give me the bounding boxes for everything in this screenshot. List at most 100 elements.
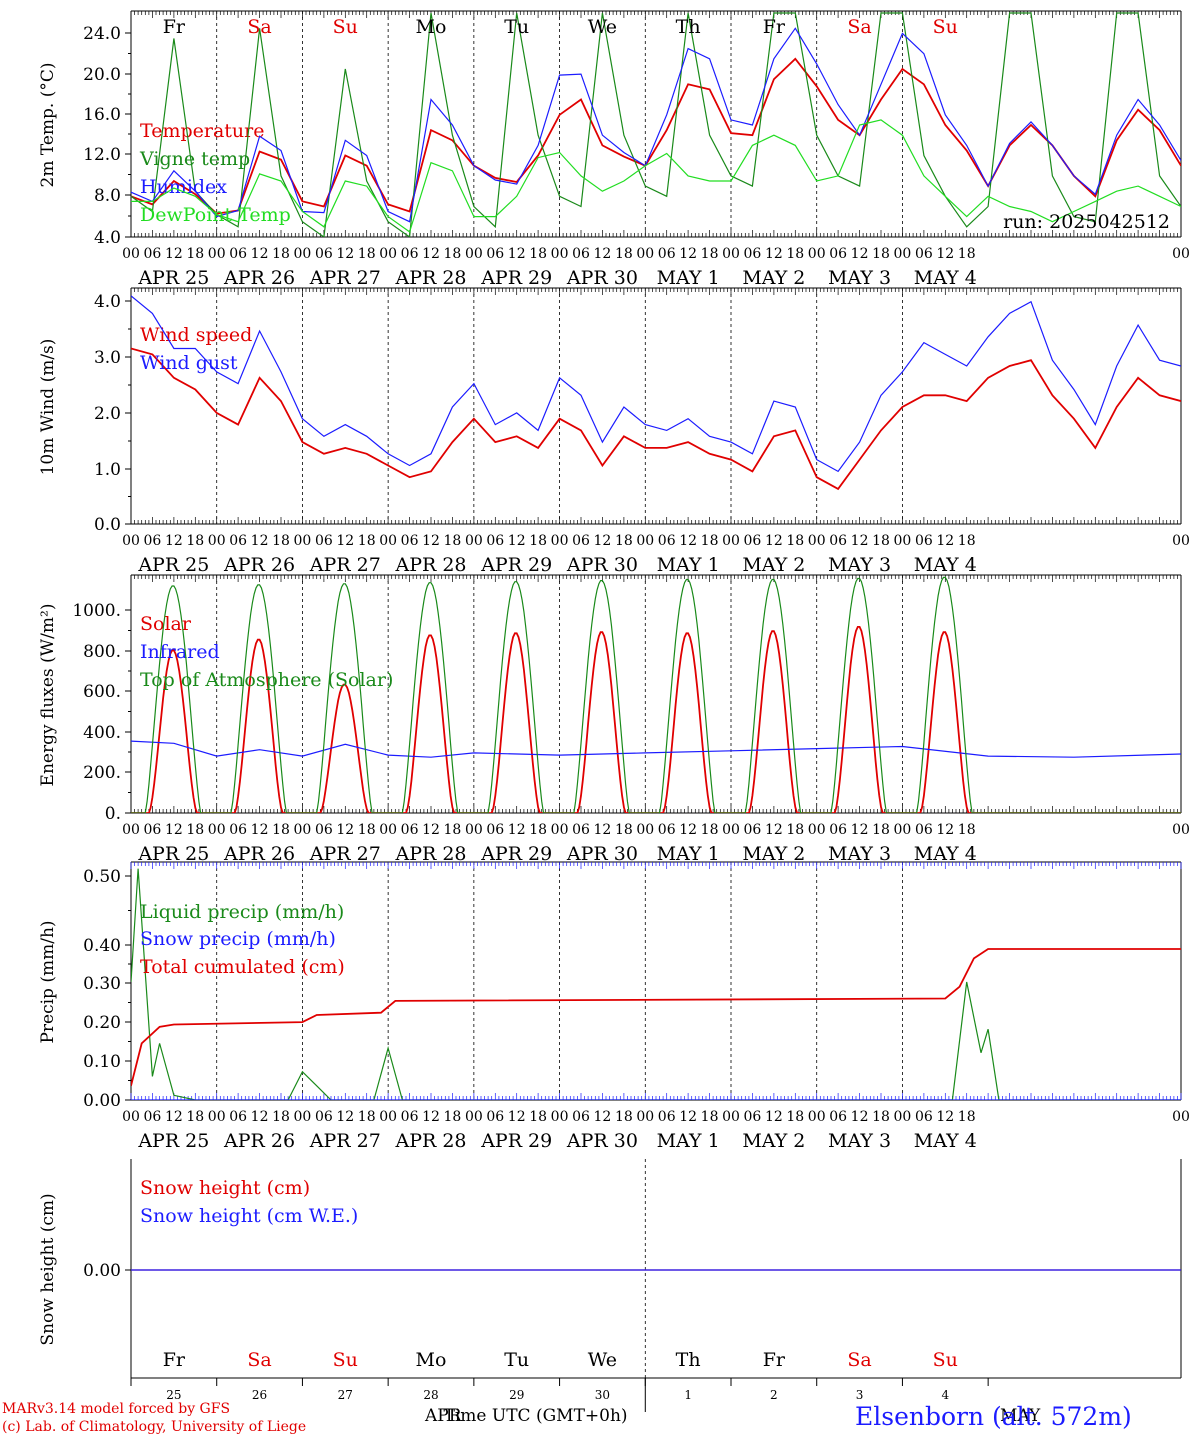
hour-label: 18 [529, 533, 547, 549]
hour-label: 12 [336, 246, 354, 262]
hour-label: 18 [272, 246, 290, 262]
hour-label: 12 [936, 533, 954, 549]
hour-label: 18 [529, 1109, 547, 1125]
y-tick-label: 8.0 [94, 186, 121, 206]
date-label: APR 30 [566, 1130, 638, 1152]
day-number-label: 29 [509, 1388, 524, 1402]
hour-label: 06 [744, 246, 762, 262]
y-tick-label: 600. [83, 682, 121, 702]
weekday-label-top: Th [676, 16, 701, 38]
date-label: MAY 2 [742, 554, 805, 576]
hour-label: 18 [444, 822, 462, 838]
hour-label: 00 [636, 1109, 654, 1125]
weekday-label-bottom: Mo [416, 1349, 447, 1371]
hour-label: 00 [122, 822, 140, 838]
hour-label: 00 [894, 533, 912, 549]
date-label: APR 27 [309, 1130, 381, 1152]
date-label: APR 28 [394, 843, 466, 865]
hour-label: 12 [936, 1109, 954, 1125]
date-label: APR 28 [394, 554, 466, 576]
y-tick-label: 0.40 [83, 936, 121, 956]
hour-label: 12 [251, 533, 269, 549]
hour-label: 00 [379, 1109, 397, 1125]
weekday-label-top: Tu [504, 16, 529, 38]
hour-label: 00 [551, 246, 569, 262]
hour-label: 06 [915, 246, 933, 262]
hour-label: 12 [508, 1109, 526, 1125]
hour-label: 18 [701, 822, 719, 838]
day-number-label: 27 [338, 1388, 353, 1402]
y-tick-label: 0.0 [94, 515, 121, 535]
hour-label: 18 [186, 533, 204, 549]
hour-label: 00 [1172, 822, 1190, 838]
hour-label: 18 [272, 533, 290, 549]
y-tick-label: 0.20 [83, 1013, 121, 1033]
hour-label: 12 [679, 1109, 697, 1125]
hour-label: 12 [594, 246, 612, 262]
month-label-may: MAY [1000, 1406, 1041, 1426]
hour-label: 00 [294, 533, 312, 549]
hour-label: 18 [786, 533, 804, 549]
hour-label: 00 [636, 822, 654, 838]
hour-label: 12 [422, 822, 440, 838]
legend-entry: DewPoint Temp [140, 204, 291, 226]
date-label: MAY 4 [914, 843, 977, 865]
hour-label: 12 [422, 1109, 440, 1125]
hour-label: 00 [722, 246, 740, 262]
hour-label: 12 [336, 822, 354, 838]
hour-label: 12 [765, 822, 783, 838]
hour-label: 12 [336, 533, 354, 549]
date-label: MAY 1 [657, 554, 720, 576]
hour-label: 00 [808, 246, 826, 262]
legend-entry: Snow precip (mm/h) [140, 928, 336, 950]
date-label: MAY 3 [828, 267, 891, 289]
legend-entry: Liquid precip (mm/h) [140, 901, 344, 923]
hour-label: 06 [572, 822, 590, 838]
hour-label: 06 [229, 1109, 247, 1125]
legend-entry: Snow height (cm) [140, 1177, 310, 1199]
hour-label: 18 [701, 1109, 719, 1125]
weekday-label-bottom: Sa [247, 1349, 271, 1371]
weekday-label-bottom: Fr [163, 1349, 186, 1371]
date-label: APR 28 [394, 267, 466, 289]
run-label: run: 2025042512 [1003, 211, 1170, 233]
hour-label: 18 [872, 533, 890, 549]
date-label: APR 29 [480, 554, 552, 576]
date-label: APR 25 [137, 554, 209, 576]
y-tick-label: 0.00 [83, 1091, 121, 1111]
y-tick-label: 12.0 [83, 145, 121, 165]
day-number-label: 4 [941, 1388, 949, 1402]
hour-label: 00 [122, 246, 140, 262]
hour-label: 06 [315, 822, 333, 838]
y-axis-label: Precip (mm/h) [38, 920, 58, 1043]
series-line-1-4 [131, 119, 1181, 233]
y-tick-label: 200. [83, 763, 121, 783]
date-label: MAY 2 [742, 267, 805, 289]
hour-label: 12 [765, 1109, 783, 1125]
hour-label: 00 [465, 822, 483, 838]
hour-label: 00 [122, 533, 140, 549]
series-line-1-1 [131, 57, 1181, 215]
hour-label: 00 [294, 822, 312, 838]
hour-label: 18 [186, 246, 204, 262]
hour-label: 06 [486, 246, 504, 262]
hour-label: 06 [229, 246, 247, 262]
date-label: MAY 4 [914, 554, 977, 576]
hour-label: 18 [272, 1109, 290, 1125]
series-line-4-1 [131, 868, 1181, 1100]
hour-label: 06 [744, 822, 762, 838]
weekday-label-top: We [588, 16, 617, 38]
hour-label: 18 [786, 246, 804, 262]
hour-label: 06 [315, 1109, 333, 1125]
legend-entry: Total cumulated (cm) [140, 956, 345, 978]
hour-label: 00 [894, 246, 912, 262]
hour-label: 18 [358, 246, 376, 262]
hour-label: 06 [658, 533, 676, 549]
hour-label: 12 [936, 246, 954, 262]
date-label: APR 25 [137, 843, 209, 865]
weekday-label-bottom: Su [333, 1349, 358, 1371]
date-label: APR 26 [223, 267, 295, 289]
